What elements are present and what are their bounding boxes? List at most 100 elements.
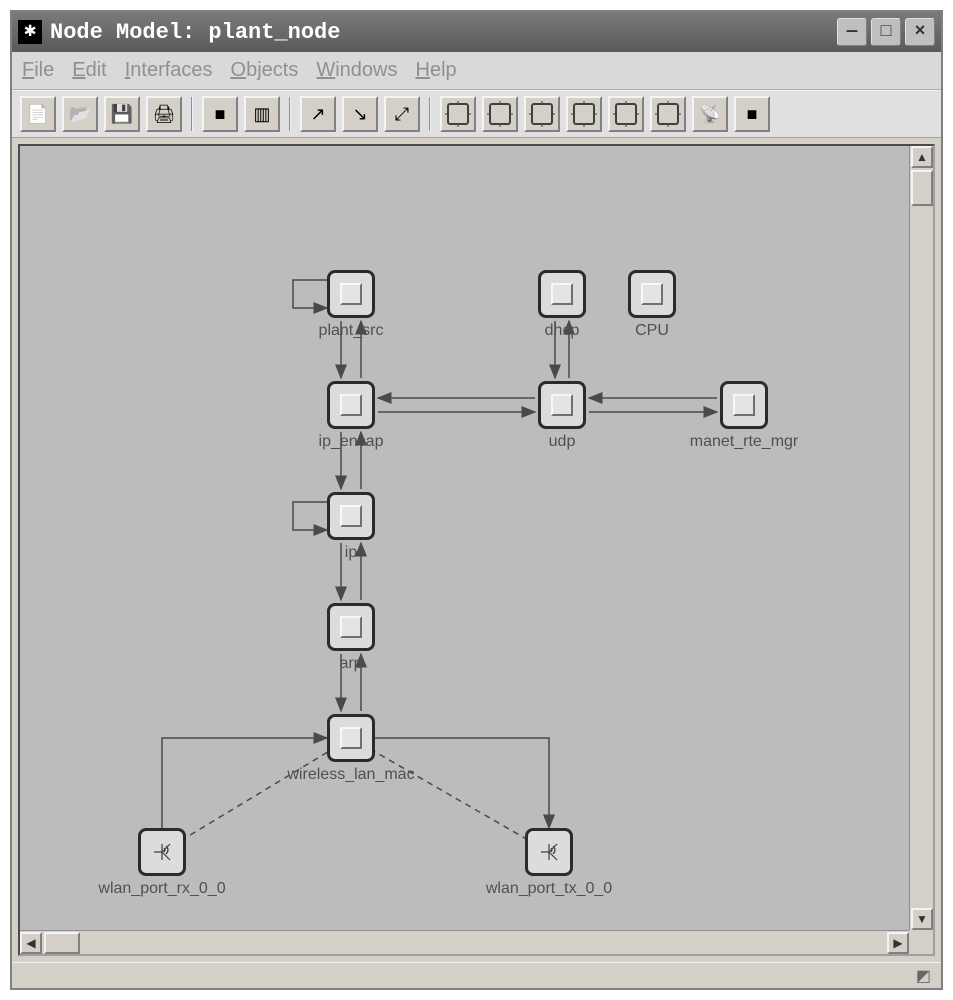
client-area: plant_src dhcp CPU ip_encap udp manet_rte_mgr… [18, 144, 935, 956]
node-label-dhcp: dhcp [545, 322, 580, 340]
node-wlan_port_rx_0_0[interactable] [138, 828, 186, 876]
menu-file[interactable]: File [22, 59, 54, 82]
node-label-ip_encap: ip_encap [319, 433, 384, 451]
tool-zoom-out[interactable]: ↘ [342, 96, 378, 132]
menu-help[interactable]: Help [416, 59, 457, 82]
processor-icon [551, 283, 573, 305]
hscroll-thumb[interactable] [44, 932, 80, 954]
node-wlan_port_tx_0_0[interactable] [525, 828, 573, 876]
node-dhcp[interactable] [538, 270, 586, 318]
window-frame: ✱ Node Model: plant_node — □ × File Edit I… [10, 10, 943, 990]
toolbar-separator [191, 97, 193, 131]
edge [293, 502, 327, 530]
node-ip[interactable] [327, 492, 375, 540]
proc-6-icon [655, 101, 681, 127]
save-file-icon: 💾 [111, 104, 133, 125]
scroll-left-button[interactable]: ◀ [20, 932, 42, 954]
scroll-down-button[interactable]: ▼ [911, 908, 933, 930]
processor-icon [340, 616, 362, 638]
open-file-icon: 📂 [69, 104, 91, 125]
print-icon: 🖨 [153, 104, 176, 125]
window-title: Node Model: plant_node [50, 20, 837, 45]
processor-icon [340, 727, 362, 749]
vscroll-thumb[interactable] [911, 170, 933, 206]
proc-5-icon [613, 101, 639, 127]
processor-icon [340, 394, 362, 416]
app-icon-glyph: ✱ [24, 22, 36, 42]
tool-new-file[interactable]: 📄 [20, 96, 56, 132]
maximize-button[interactable]: □ [871, 18, 901, 46]
stop-icon: ■ [747, 104, 758, 125]
transmitter-icon [538, 841, 560, 863]
statusbar: ◩ [12, 962, 941, 988]
tool-grid-lines[interactable]: ▥ [244, 96, 280, 132]
toolbar: 📄 📂 💾 🖨 ■ ▥ ↗ ↘ ⤢ 📡 ■ [12, 90, 941, 138]
edge [293, 280, 327, 308]
tool-proc-1[interactable] [440, 96, 476, 132]
tool-grid-solid[interactable]: ■ [202, 96, 238, 132]
menu-windows[interactable]: Windows [316, 59, 397, 82]
diagram-canvas[interactable]: plant_src dhcp CPU ip_encap udp manet_rte_mgr… [20, 146, 909, 930]
tool-zoom-in[interactable]: ↗ [300, 96, 336, 132]
tool-print[interactable]: 🖨 [146, 96, 182, 132]
node-CPU[interactable] [628, 270, 676, 318]
node-label-ip: ip [345, 544, 357, 562]
node-label-wlan_port_rx_0_0: wlan_port_rx_0_0 [98, 880, 225, 898]
menu-objects[interactable]: Objects [231, 59, 299, 82]
node-label-CPU: CPU [635, 322, 669, 340]
processor-icon [340, 283, 362, 305]
proc-4-icon [571, 101, 597, 127]
node-label-manet_rte_mgr: manet_rte_mgr [690, 433, 799, 451]
node-wireless_lan_mac[interactable] [327, 714, 375, 762]
processor-icon [551, 394, 573, 416]
node-label-wireless_lan_mac: wireless_lan_mac [287, 766, 414, 784]
antenna-icon: 📡 [699, 104, 721, 125]
grid-lines-icon: ▥ [253, 104, 270, 125]
node-plant_src[interactable] [327, 270, 375, 318]
node-label-wlan_port_tx_0_0: wlan_port_tx_0_0 [486, 880, 612, 898]
proc-1-icon [445, 101, 471, 127]
tool-proc-2[interactable] [482, 96, 518, 132]
node-arp[interactable] [327, 603, 375, 651]
toolbar-separator [289, 97, 291, 131]
tool-proc-3[interactable] [524, 96, 560, 132]
scroll-up-button[interactable]: ▲ [911, 146, 933, 168]
proc-3-icon [529, 101, 555, 127]
node-udp[interactable] [538, 381, 586, 429]
close-button[interactable]: × [905, 18, 935, 46]
tool-proc-5[interactable] [608, 96, 644, 132]
scroll-right-button[interactable]: ▶ [887, 932, 909, 954]
tool-stop[interactable]: ■ [734, 96, 770, 132]
window-controls: — □ × [837, 18, 935, 46]
app-icon: ✱ [18, 20, 42, 44]
tool-save-file[interactable]: 💾 [104, 96, 140, 132]
grid-solid-icon: ■ [215, 104, 226, 125]
scroll-corner [909, 930, 933, 954]
zoom-out-icon: ↘ [352, 104, 367, 125]
tool-proc-6[interactable] [650, 96, 686, 132]
menu-edit[interactable]: Edit [72, 59, 106, 82]
menu-interfaces[interactable]: Interfaces [125, 59, 213, 82]
tool-proc-4[interactable] [566, 96, 602, 132]
resize-grip-icon[interactable]: ◩ [916, 966, 931, 986]
node-manet_rte_mgr[interactable] [720, 381, 768, 429]
tool-antenna[interactable]: 📡 [692, 96, 728, 132]
edge [162, 738, 351, 852]
edge [351, 738, 549, 852]
titlebar[interactable]: ✱ Node Model: plant_node — □ × [12, 12, 941, 52]
vertical-scrollbar[interactable]: ▲ ▼ [909, 146, 933, 930]
tool-zoom-fit[interactable]: ⤢ [384, 96, 420, 132]
processor-icon [641, 283, 663, 305]
horizontal-scrollbar[interactable]: ◀ ▶ [20, 930, 909, 954]
node-label-udp: udp [549, 433, 576, 451]
toolbar-separator [429, 97, 431, 131]
zoom-in-icon: ↗ [310, 104, 325, 125]
processor-icon [340, 505, 362, 527]
tool-open-file[interactable]: 📂 [62, 96, 98, 132]
processor-icon [733, 394, 755, 416]
minimize-button[interactable]: — [837, 18, 867, 46]
receiver-icon [151, 841, 173, 863]
node-ip_encap[interactable] [327, 381, 375, 429]
zoom-fit-icon: ⤢ [395, 104, 409, 125]
node-label-plant_src: plant_src [319, 322, 384, 340]
